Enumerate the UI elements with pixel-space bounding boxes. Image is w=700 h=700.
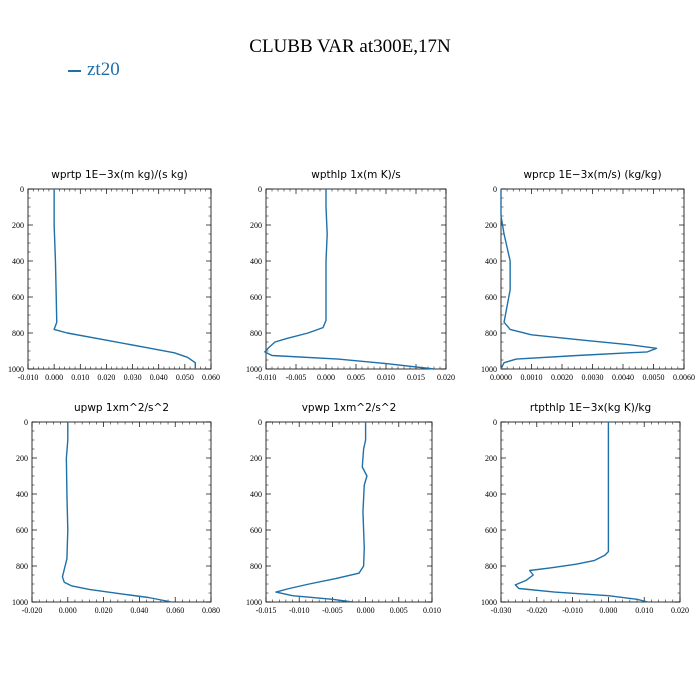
panel-5-xtick-label: -0.015 [256,606,277,615]
panel-3-ytick-label: 600 [485,293,497,302]
panel-5-series-line-1 [275,422,368,603]
panel-3-ytick-label: 200 [485,221,497,230]
legend-swatch [68,69,81,72]
panel-5-xtick-label: 0.010 [423,606,441,615]
panel-5-xtick-label: -0.010 [289,606,310,615]
panel-1-xtick-label: 0.050 [176,373,194,382]
panel-6-ytick-label: 600 [485,526,497,535]
panel-2-xtick-label: 0.010 [377,373,395,382]
panel-2-xtick-label: -0.005 [286,373,307,382]
panel-6-ytick-label: 200 [485,454,497,463]
panel-1-xtick-label: 0.040 [150,373,168,382]
panel-4-ytick-label: 400 [16,490,28,499]
panel-2-series-line-1 [264,189,435,370]
panel-3-ytick-label: 0 [493,185,497,194]
panel-1-xtick-label: 0.010 [71,373,89,382]
panel-4-xtick-label: 0.080 [202,606,220,615]
panel-1-ytick-label: 200 [12,221,24,230]
panel-3-ytick-label: 400 [485,257,497,266]
panel-2-xtick-label: 0.005 [347,373,365,382]
panel-6-xtick-label: -0.020 [526,606,547,615]
legend: zt20 [68,59,120,81]
panel-3-xtick-label: 0.0000 [490,373,512,382]
panel-3-title: wprcp 1E−3x(m/s) (kg/kg) [523,169,661,181]
panel-6-xtick-label: 0.010 [635,606,653,615]
panel-5-ytick-label: 0 [258,418,262,427]
panel-2-xtick-label: 0.015 [407,373,425,382]
panel-3-xtick-label: 0.0050 [643,373,665,382]
panel-1-xtick-label: 0.030 [124,373,142,382]
page-title: CLUBB VAR at300E,17N [249,36,451,57]
panel-4-ytick-label: 800 [16,562,28,571]
panel-2-title: wpthlp 1x(m K)/s [311,169,401,181]
panel-1-xtick-label: -0.010 [18,373,39,382]
panel-4-xtick-label: -0.020 [22,606,43,615]
panel-2-ytick-label: 600 [250,293,262,302]
panel-3-ytick-label: 1000 [481,365,497,374]
panel-4-ytick-label: 1000 [12,598,28,607]
panel-4-xtick-label: 0.040 [130,606,148,615]
panel-3-series-line-1 [500,189,658,370]
panel-6-ytick-label: 800 [485,562,497,571]
panel-1-ytick-label: 0 [20,185,24,194]
panel-6-xtick-label: 0.000 [599,606,617,615]
panel-4-ytick-label: 600 [16,526,28,535]
panel-3-xtick-label: 0.0040 [612,373,634,382]
panel-1-title: wprtp 1E−3x(m kg)/(s kg) [51,169,188,181]
panel-5-ytick-label: 1000 [246,598,262,607]
panel-5-ytick-label: 400 [250,490,262,499]
panel-6-ytick-label: 1000 [481,598,497,607]
panel-2-frame [265,188,447,370]
panel-5-ytick-label: 600 [250,526,262,535]
panel-2-ytick-label: 200 [250,221,262,230]
panel-3-xtick-label: 0.0030 [582,373,604,382]
panel-6-xtick-label: -0.030 [491,606,512,615]
panel-2-ytick-label: 1000 [246,365,262,374]
panel-4-frame [31,421,212,603]
panel-4-ytick-label: 200 [16,454,28,463]
panel-6-series-line-1 [514,422,648,603]
panel-3-xtick-label: 0.0020 [551,373,573,382]
panel-6-frame [500,421,681,603]
panel-1-xtick-label: 0.020 [97,373,115,382]
panel-6-title: rtpthlp 1E−3x(kg K)/kg [530,402,651,414]
panel-5-xtick-label: -0.005 [322,606,343,615]
panel-3-xtick-label: 0.0060 [673,373,695,382]
panel-5-xtick-label: 0.005 [390,606,408,615]
panel-4-series-line-1 [61,422,172,603]
panel-6-ytick-label: 400 [485,490,497,499]
panel-3-frame [500,188,685,370]
panel-3-ytick-label: 800 [485,329,497,338]
panel-1-series-line-1 [53,189,197,369]
panel-4-ytick-label: 0 [24,418,28,427]
panel-3-xtick-label: 0.0010 [521,373,543,382]
panel-1-ytick-label: 800 [12,329,24,338]
panel-2-ytick-label: 400 [250,257,262,266]
panel-1-ytick-label: 1000 [8,365,24,374]
panel-1-xtick-label: 0.060 [202,373,220,382]
panel-5-xtick-label: 0.000 [357,606,375,615]
panel-2-ytick-label: 800 [250,329,262,338]
panel-2-xtick-label: -0.010 [256,373,277,382]
panel-1-ytick-label: 400 [12,257,24,266]
panel-2-xtick-label: 0.020 [437,373,455,382]
panel-2-ytick-label: 0 [258,185,262,194]
legend-label: zt20 [87,59,120,80]
panel-6-xtick-label: 0.020 [671,606,689,615]
panel-4-xtick-label: 0.000 [59,606,77,615]
panel-6-xtick-label: -0.010 [562,606,583,615]
panel-4-xtick-label: 0.020 [95,606,113,615]
panel-4-xtick-label: 0.060 [166,606,184,615]
panel-5-title: vpwp 1xm^2/s^2 [302,402,397,414]
panel-2-xtick-label: 0.000 [317,373,335,382]
panel-5-ytick-label: 200 [250,454,262,463]
panel-5-ytick-label: 800 [250,562,262,571]
panel-1-ytick-label: 600 [12,293,24,302]
panel-6-ytick-label: 0 [493,418,497,427]
panel-1-xtick-label: 0.000 [45,373,63,382]
panel-4-title: upwp 1xm^2/s^2 [74,402,169,414]
